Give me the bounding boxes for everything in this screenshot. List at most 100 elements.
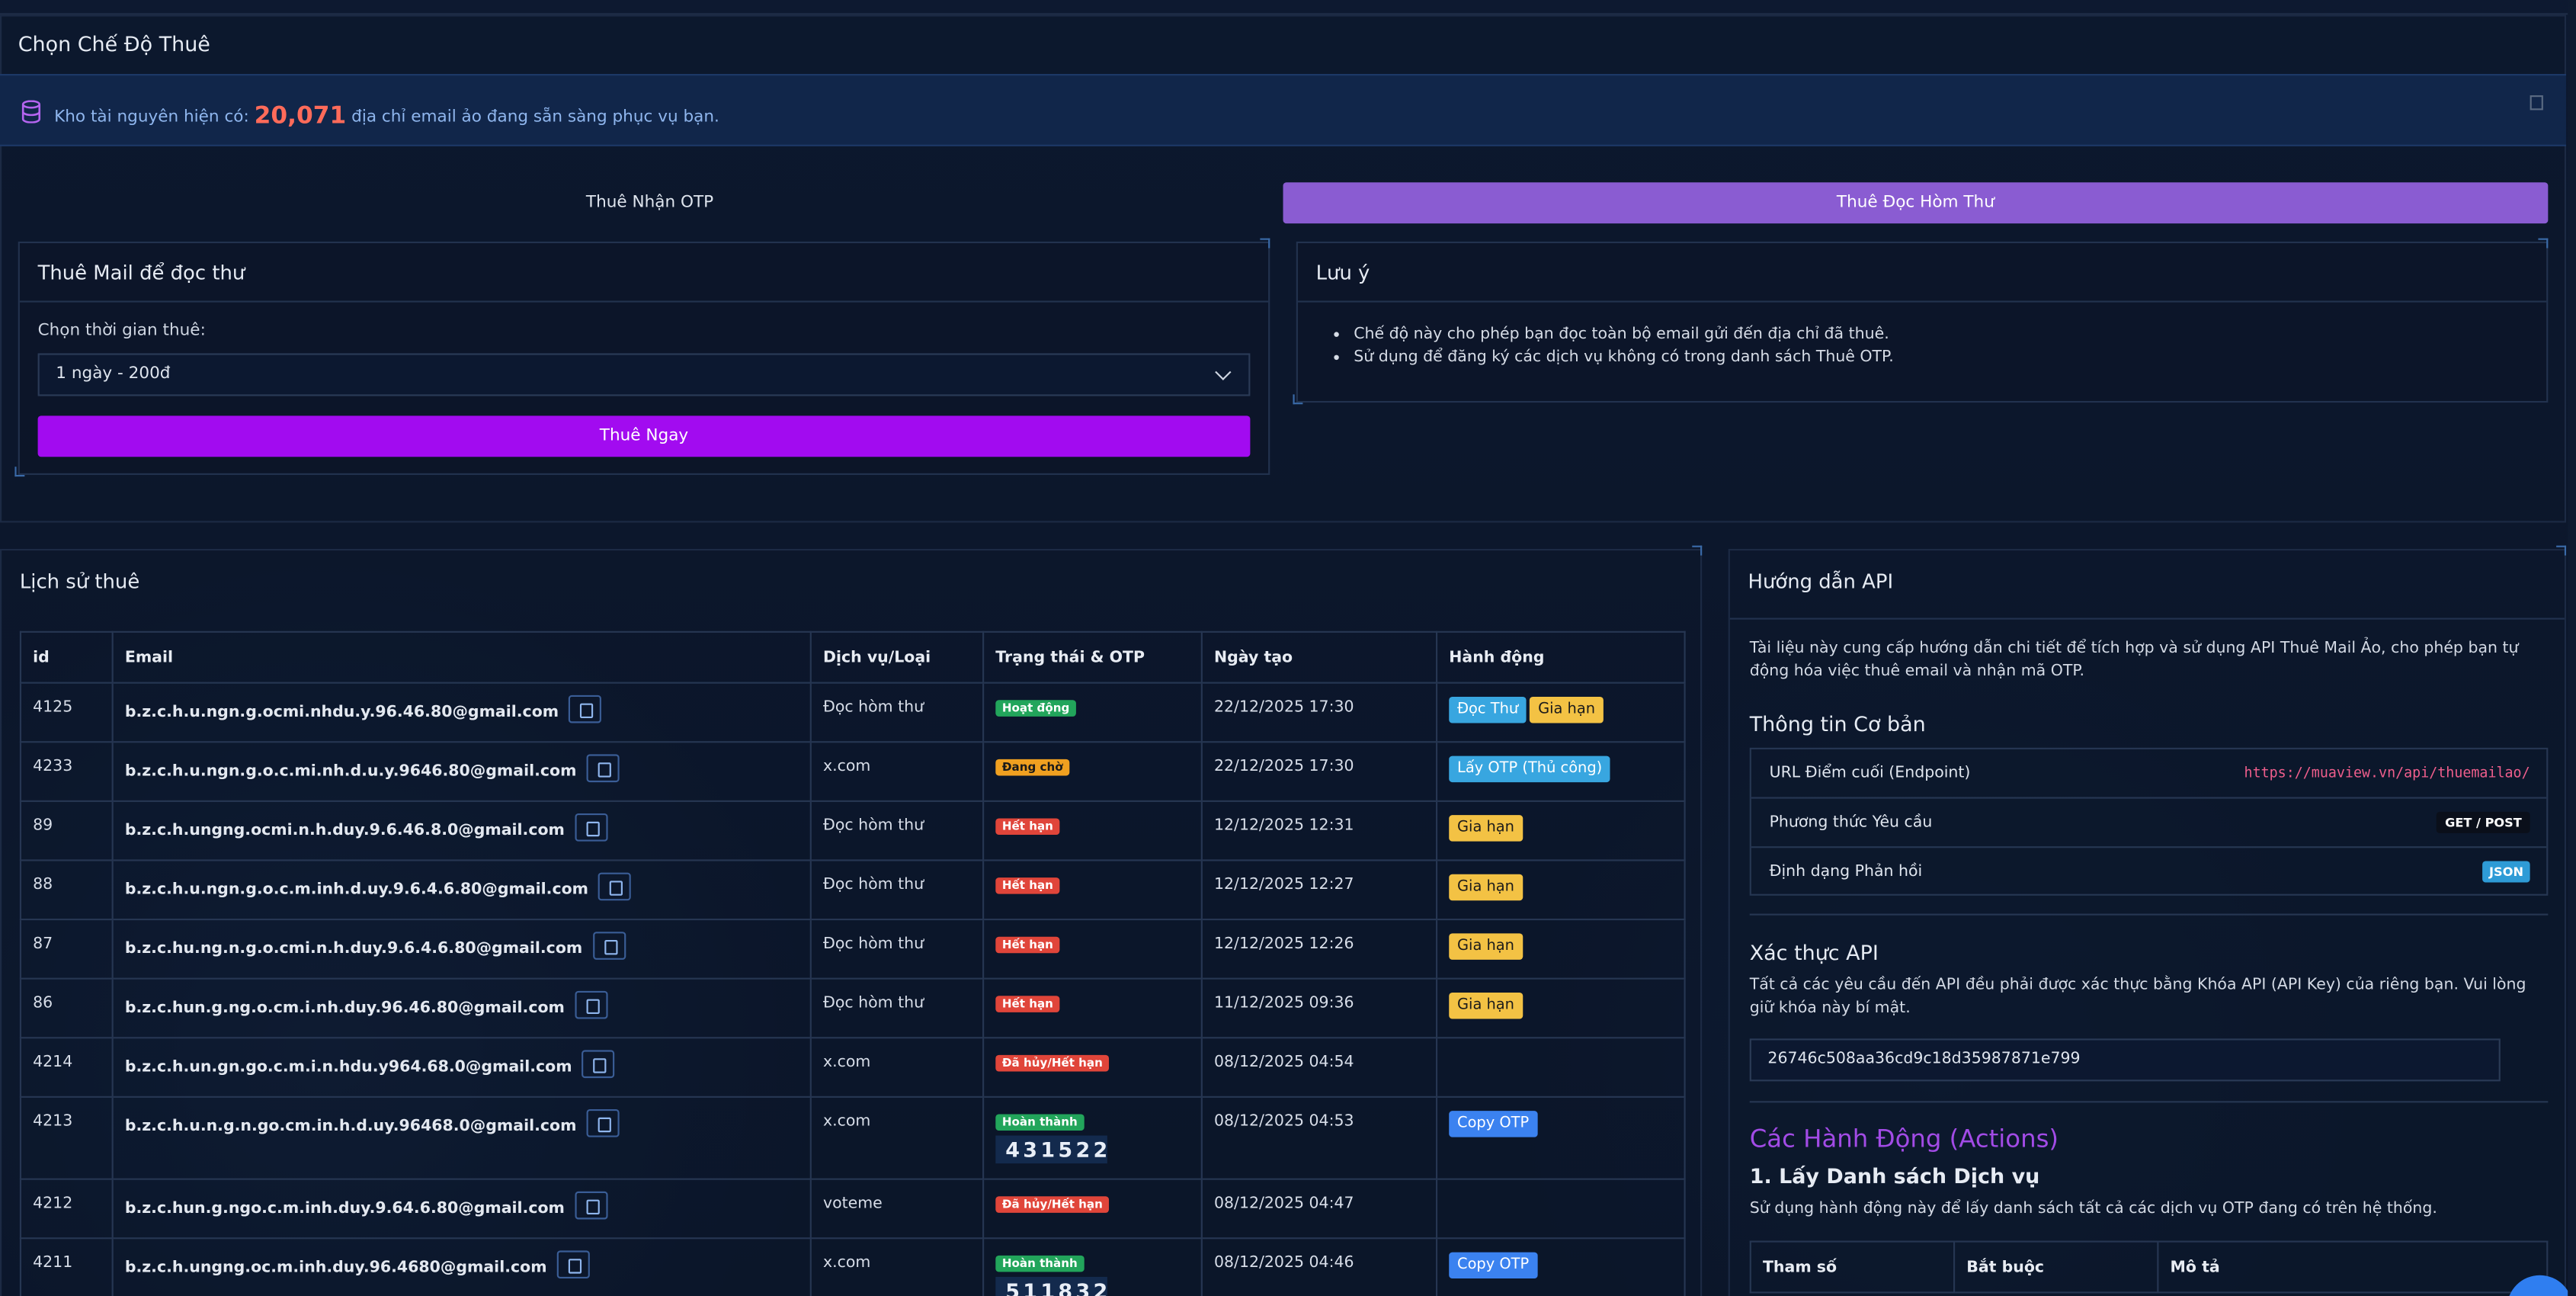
row-actions: Copy OTP (1435, 1096, 1686, 1180)
chevron-down-icon (1215, 364, 1232, 380)
extend-button[interactable]: Gia hạn (1449, 874, 1523, 901)
row-email: b.z.c.h.ungng.oc.m.inh.duy.96.4680@gmail… (111, 1237, 812, 1296)
extend-button[interactable]: Gia hạn (1530, 696, 1604, 723)
row-service: Đọc hòm thư (809, 800, 985, 861)
row-email: b.z.c.h.u.ngn.g.o.c.mi.nh.d.u.y.9646.80@… (111, 741, 812, 802)
row-status: Đã hủy/Hết hạn (982, 1037, 1203, 1098)
page-scrollbar[interactable] (2568, 0, 2576, 1296)
format-badge: JSON (2482, 861, 2530, 883)
note-item: Sử dụng để đăng ký các dịch vụ không có … (1354, 347, 1894, 370)
row-service: x.com (809, 1037, 985, 1098)
copy-email-icon[interactable] (574, 813, 607, 842)
extend-button[interactable]: Gia hạn (1449, 815, 1523, 842)
status-badge: Hết hạn (995, 996, 1060, 1012)
copy-email-icon[interactable] (556, 1250, 590, 1279)
row-id: 89 (19, 800, 114, 861)
col-date: Ngày tạo (1200, 630, 1438, 684)
resource-count: 20,071 (254, 103, 347, 130)
row-date: 12/12/2025 12:26 (1200, 918, 1438, 980)
row-actions: Gia hạn (1435, 859, 1686, 921)
copy-email-icon[interactable] (592, 932, 626, 960)
row-id: 87 (19, 918, 114, 980)
api-guide-panel: Hướng dẫn API Tài liệu này cung cấp hướn… (1728, 548, 2567, 1296)
table-row: 89 b.z.c.h.ungng.ocmi.n.h.duy.9.6.46.8.0@… (19, 800, 1686, 861)
row-date: 08/12/2025 04:46 (1200, 1237, 1438, 1296)
status-badge: Hoàn thành (995, 1255, 1085, 1272)
row-actions: Gia hạn (1435, 800, 1686, 861)
col-id: id (19, 630, 114, 684)
tab-rent-inbox[interactable]: Thuê Đọc Hòm Thư (1283, 182, 2549, 224)
row-status: Hết hạn (982, 977, 1203, 1039)
row-date: 12/12/2025 12:31 (1200, 800, 1438, 861)
api-key-field[interactable]: 26746c508aa36cd9c18d35987871e799 (1749, 1038, 2501, 1082)
status-badge: Hết hạn (995, 818, 1060, 836)
params-table: Tham số Bắt buộc Mô tả (1749, 1240, 2549, 1294)
row-date: 22/12/2025 17:30 (1200, 741, 1438, 802)
copy-otp-button[interactable]: Copy OTP (1449, 1111, 1538, 1137)
otp-code: 431522 (995, 1135, 1107, 1164)
status-badge: Hết hạn (995, 936, 1060, 954)
table-row: 4211 b.z.c.h.ungng.oc.m.inh.duy.96.4680@g… (19, 1237, 1686, 1296)
copy-email-icon[interactable] (569, 695, 602, 723)
row-date: 08/12/2025 04:47 (1200, 1178, 1438, 1240)
row-status: Hoạt động (982, 682, 1203, 743)
row-service: Đọc hòm thư (809, 918, 985, 980)
row-id: 4214 (19, 1037, 114, 1098)
copy-email-icon[interactable] (574, 1191, 607, 1220)
row-date: 08/12/2025 04:53 (1200, 1096, 1438, 1180)
row-date: 11/12/2025 09:36 (1200, 977, 1438, 1039)
extend-button[interactable]: Gia hạn (1449, 992, 1523, 1019)
status-badge: Hoạt động (995, 700, 1076, 717)
table-row: 4125 b.z.c.h.u.ngn.g.ocmi.nhdu.y.96.46.80… (19, 682, 1686, 743)
rent-mail-card: Thuê Mail để đọc thư Chọn thời gian thuê… (18, 241, 1270, 475)
row-status: Hết hạn (982, 918, 1203, 980)
close-banner-icon[interactable] (2530, 95, 2543, 111)
row-id: 4212 (19, 1178, 114, 1240)
extend-button[interactable]: Gia hạn (1449, 933, 1523, 960)
param-col-desc: Mô tả (2157, 1240, 2549, 1294)
endpoint-url[interactable]: https://muaview.vn/api/thuemailao/ (2244, 765, 2530, 783)
row-service: x.com (809, 1237, 985, 1296)
copy-otp-button[interactable]: Copy OTP (1449, 1252, 1538, 1279)
action1-description: Sử dụng hành động này để lấy danh sách t… (1749, 1199, 2437, 1218)
row-email: b.z.c.h.u.ngn.g.ocmi.nhdu.y.96.46.80@gma… (111, 682, 812, 743)
row-actions: Gia hạn (1435, 918, 1686, 980)
row-email: b.z.c.hun.g.ngo.c.m.inh.duy.9.64.6.80@gm… (111, 1178, 812, 1240)
rental-history-table: id Email Dịch vụ/Loại Trạng thái & OTP N… (19, 630, 1686, 1296)
status-badge: Đang chờ (995, 759, 1070, 776)
copy-email-icon[interactable] (586, 1109, 620, 1137)
rental-history-title: Lịch sử thuê (19, 569, 140, 594)
copy-email-icon[interactable] (586, 754, 620, 783)
row-id: 4125 (19, 682, 114, 743)
api-description: Tài liệu này cung cấp hướng dẫn chi tiết… (1749, 639, 2519, 681)
resource-banner: Kho tài nguyên hiện có: 20,071 địa chỉ e… (0, 74, 2567, 146)
auth-title: Xác thực API (1749, 940, 1879, 965)
endpoint-row: URL Điểm cuối (Endpoint) https://muaview… (1751, 749, 2547, 799)
row-date: 08/12/2025 04:54 (1200, 1037, 1438, 1098)
status-badge: Đã hủy/Hết hạn (995, 1196, 1110, 1213)
row-actions: Gia hạn (1435, 977, 1686, 1039)
row-email: b.z.c.h.un.gn.go.c.m.i.n.hdu.y964.68.0@g… (111, 1037, 812, 1098)
rent-now-button[interactable]: Thuê Ngay (37, 415, 1251, 457)
tab-rent-otp[interactable]: Thuê Nhận OTP (585, 194, 714, 213)
row-id: 4211 (19, 1237, 114, 1296)
col-status: Trạng thái & OTP (982, 630, 1203, 684)
read-mail-button[interactable]: Đọc Thư (1449, 696, 1527, 723)
row-email: b.z.c.h.u.n.g.n.go.cm.in.h.d.uy.96468.0@… (111, 1096, 812, 1180)
duration-select[interactable]: 1 ngày - 200đ (37, 353, 1251, 396)
api-guide-title: Hướng dẫn API (1729, 550, 2565, 620)
row-email: b.z.c.hun.g.ng.o.cm.i.nh.duy.96.46.80@gm… (111, 977, 812, 1039)
table-row: 4213 b.z.c.h.u.n.g.n.go.cm.in.h.d.uy.9646… (19, 1096, 1686, 1180)
copy-email-icon[interactable] (574, 990, 607, 1019)
notes-card: Lưu ý Chế độ này cho phép bạn đọc toàn b… (1296, 241, 2549, 403)
row-service: Đọc hòm thư (809, 977, 985, 1039)
param-col-name: Tham số (1749, 1240, 1956, 1294)
get-otp-manual-button[interactable]: Lấy OTP (Thủ công) (1449, 755, 1611, 783)
row-service: Đọc hòm thư (809, 859, 985, 921)
duration-label: Chọn thời gian thuê: (37, 322, 206, 341)
note-item: Chế độ này cho phép bạn đọc toàn bộ emai… (1354, 324, 1894, 347)
copy-email-icon[interactable] (582, 1050, 615, 1079)
table-row: 86 b.z.c.hun.g.ng.o.cm.i.nh.duy.96.46.80@… (19, 977, 1686, 1039)
row-status: Đã hủy/Hết hạn (982, 1178, 1203, 1240)
copy-email-icon[interactable] (598, 872, 632, 901)
